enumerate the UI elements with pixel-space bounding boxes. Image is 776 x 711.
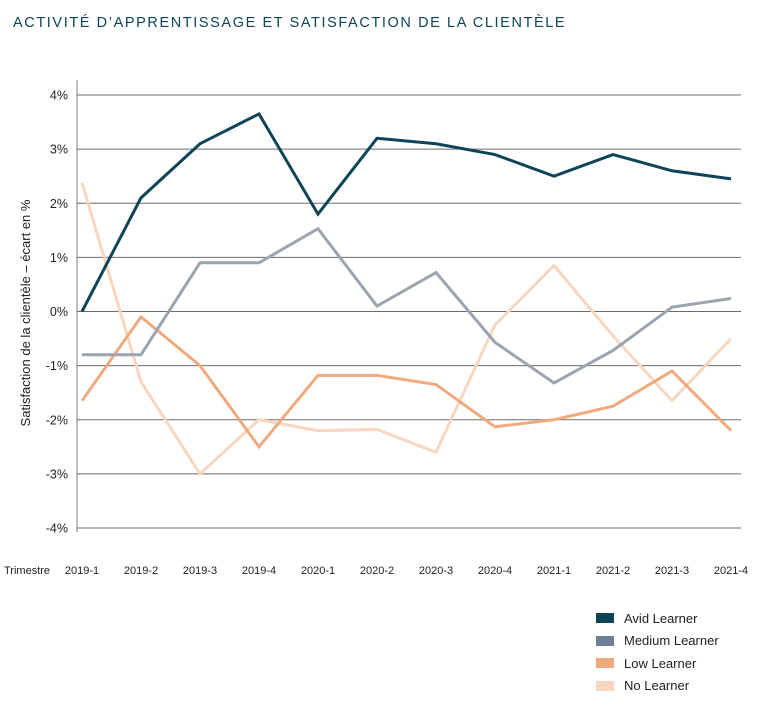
x-axis-label: Trimestre — [4, 565, 50, 577]
series-line-avid-learner — [80, 111, 732, 313]
series-line-low-learner — [80, 314, 733, 450]
chart-title: ACTIVITÉ D’APPRENTISSAGE ET SATISFACTION… — [13, 15, 567, 31]
legend-item: Low Learner — [596, 652, 719, 675]
legend: Avid Learner Medium Learner Low Learner No … — [596, 607, 719, 697]
y-tick-label: 0% — [50, 305, 68, 319]
series-line-medium-learner — [82, 226, 732, 385]
legend-label: No Learner — [624, 678, 690, 694]
legend-swatch — [596, 680, 614, 691]
y-tick-label: -4% — [46, 522, 68, 536]
y-axis-label: Satisfaction de la clientèle – écart en … — [18, 199, 33, 426]
x-tick-label: 2021-3 — [655, 565, 689, 577]
y-tick-label: -3% — [46, 467, 68, 481]
x-tick-label: 2020-1 — [301, 565, 335, 577]
x-tick-label: 2021-4 — [714, 565, 748, 577]
legend-label: Low Learner — [624, 655, 697, 671]
y-tick-label: 3% — [50, 143, 68, 157]
legend-item: No Learner — [596, 675, 719, 698]
x-tick-label: 2019-2 — [124, 565, 158, 577]
y-tick-label: 2% — [50, 197, 68, 211]
plot-area: -4% -3% -2% -1% 0% 1% 2% 3% 4% Satisfaction de la… — [4, 80, 748, 577]
legend-item: Avid Learner — [596, 607, 719, 630]
y-tick-label: -1% — [46, 359, 68, 373]
x-tick-label: 2020-2 — [360, 565, 394, 577]
legend-swatch — [596, 635, 614, 646]
y-tick-label: 4% — [50, 89, 68, 103]
x-tick-label: 2020-4 — [478, 565, 512, 577]
legend-label: Avid Learner — [624, 610, 698, 626]
series-line-no-learner — [80, 182, 733, 477]
x-tick-label: 2019-1 — [65, 565, 99, 577]
x-tick-label: 2021-1 — [537, 565, 571, 577]
legend-swatch — [596, 613, 614, 624]
legend-label: Medium Learner — [624, 633, 719, 649]
x-tick-label: 2019-3 — [183, 565, 217, 577]
legend-item: Medium Learner — [596, 630, 719, 653]
x-tick-label: 2019-4 — [242, 565, 276, 577]
legend-swatch — [596, 658, 614, 669]
x-tick-label: 2021-2 — [596, 565, 630, 577]
x-tick-label: 2020-3 — [419, 565, 453, 577]
y-tick-label: -2% — [46, 413, 68, 427]
y-tick-label: 1% — [50, 251, 68, 265]
